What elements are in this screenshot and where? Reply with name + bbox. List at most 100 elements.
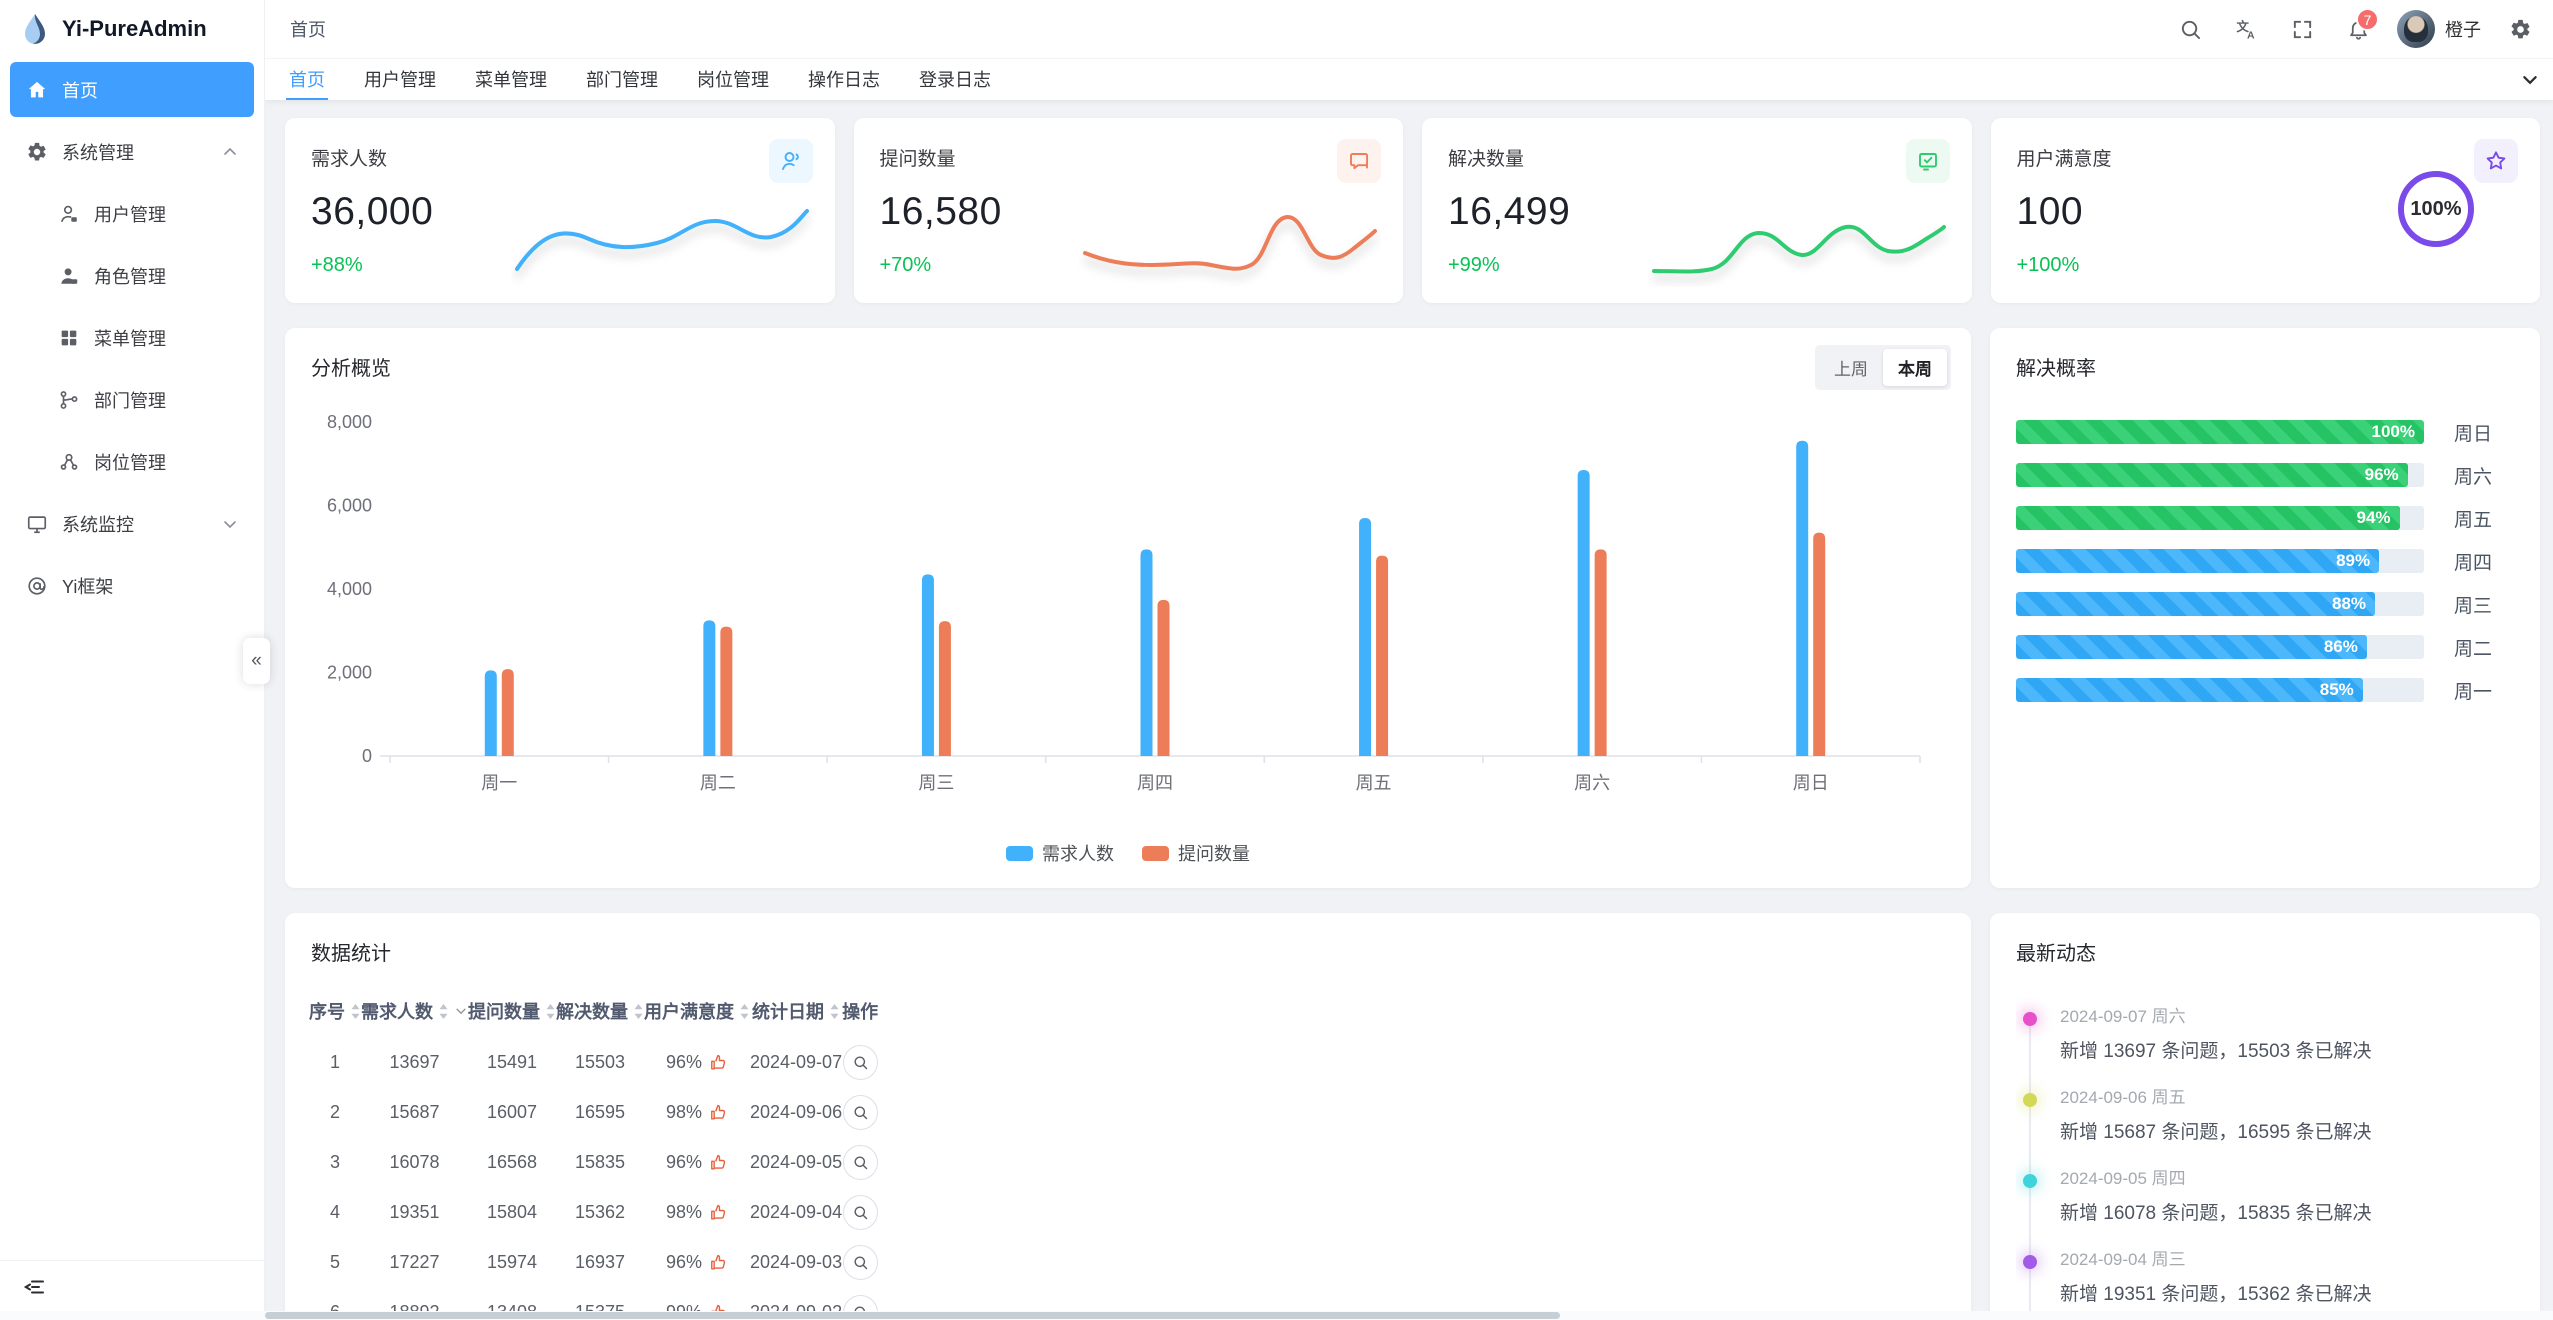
- last-week-button[interactable]: 上周: [1834, 360, 1868, 379]
- svg-text:文: 文: [2236, 18, 2249, 33]
- user-menu[interactable]: 橙子: [2391, 10, 2487, 48]
- sort-icon[interactable]: [438, 1003, 449, 1019]
- sidebar-item-role-management[interactable]: 角色管理: [10, 248, 254, 303]
- progress-row: 100% 周日: [2016, 420, 2516, 445]
- progress-fill: 85%: [2016, 678, 2363, 702]
- sidebar-item-system-management[interactable]: 系统管理: [10, 124, 254, 179]
- tab-home[interactable]: 首页: [286, 59, 328, 100]
- column-header-solved[interactable]: 解决数量: [556, 998, 644, 1024]
- stat-delta: +70%: [879, 254, 932, 276]
- home-icon: [28, 81, 46, 97]
- legend-swatch-demand: [1006, 845, 1033, 861]
- progress-day-label: 周一: [2454, 681, 2493, 703]
- view-row-button[interactable]: [842, 1194, 878, 1230]
- breadcrumb[interactable]: 首页: [290, 20, 326, 40]
- notification-button[interactable]: 7: [2335, 6, 2381, 52]
- column-header-satisfaction[interactable]: 用户满意度: [644, 998, 750, 1024]
- solve-rate-title: 解决概率: [2016, 358, 2096, 380]
- svg-text:A: A: [2246, 29, 2254, 40]
- view-row-button[interactable]: [842, 1144, 878, 1180]
- progress-row: 86% 周二: [2016, 635, 2516, 660]
- view-row-button[interactable]: [842, 1244, 878, 1280]
- progress-row: 85% 周一: [2016, 678, 2516, 703]
- svg-text:2,000: 2,000: [327, 663, 372, 683]
- column-header-date[interactable]: 统计日期: [752, 998, 840, 1024]
- sort-icon[interactable]: [350, 1003, 361, 1019]
- timeline-item: 2024-09-04 周三 新增 19351 条问题，15362 条已解决: [2016, 1240, 2518, 1320]
- magnifier-icon: [854, 1105, 867, 1119]
- chevron-up-icon: [224, 147, 236, 155]
- tab-user-management[interactable]: 用户管理: [364, 69, 436, 90]
- fullscreen-button[interactable]: [2279, 6, 2325, 52]
- sort-icon[interactable]: [829, 1003, 840, 1019]
- tabs-dropdown-button[interactable]: [2507, 59, 2553, 100]
- progress-day-label: 周日: [2454, 423, 2493, 445]
- legend-questions[interactable]: 提问数量: [1142, 840, 1250, 866]
- svg-text:周三: 周三: [918, 773, 954, 793]
- svg-text:6,000: 6,000: [327, 496, 372, 516]
- fullscreen-icon: [2293, 20, 2311, 38]
- tab-department-management[interactable]: 部门管理: [586, 69, 658, 90]
- sidebar-item-user-management[interactable]: 用户管理: [10, 186, 254, 241]
- notification-badge: 7: [2356, 8, 2379, 31]
- sidebar-item-yi-framework[interactable]: Yi框架: [10, 558, 254, 613]
- timeline-item: 2024-09-07 周六 新增 13697 条问题，15503 条已解决: [2016, 997, 2518, 1078]
- view-row-button[interactable]: [842, 1094, 878, 1130]
- timeline-date: 2024-09-07 周六: [2060, 1007, 2186, 1026]
- satisfaction-ring: 100%: [2398, 171, 2474, 247]
- sidebar-item-label: 岗位管理: [94, 452, 166, 473]
- data-table-card: 数据统计 序号 需求人数 提问数量 解决数量 用户满意度 统计日期 操作: [285, 913, 1971, 1320]
- tab-operation-log[interactable]: 操作日志: [808, 69, 880, 90]
- thumbs-up-icon: [711, 1204, 726, 1220]
- sidebar-item-system-monitor[interactable]: 系统监控: [10, 496, 254, 551]
- view-row-button[interactable]: [842, 1044, 878, 1080]
- sort-icon[interactable]: [545, 1003, 556, 1019]
- sidebar-menu: 首页 系统管理 用户管理 角色管理 菜单管理 部门管理 岗位管理: [0, 58, 264, 613]
- sidebar-collapse-button[interactable]: «: [243, 638, 270, 684]
- thumbs-up-icon: [711, 1154, 726, 1170]
- sort-icon[interactable]: [633, 1003, 644, 1019]
- tab-menu-management[interactable]: 菜单管理: [475, 69, 547, 90]
- drop-logo-icon: [25, 14, 45, 44]
- search-icon: [2181, 20, 2200, 39]
- timeline-date: 2024-09-05 周四: [2060, 1169, 2186, 1188]
- search-button[interactable]: [2167, 6, 2213, 52]
- sort-icon[interactable]: [739, 1003, 750, 1019]
- data-table-title: 数据统计: [311, 943, 391, 965]
- sidebar-item-label: 系统监控: [62, 514, 134, 535]
- column-header-no[interactable]: 序号: [309, 998, 361, 1024]
- tab-login-log[interactable]: 登录日志: [919, 69, 991, 90]
- menu-fold-icon[interactable]: [22, 1275, 46, 1299]
- app-logo[interactable]: Yi-PureAdmin: [0, 0, 264, 58]
- progress-day-label: 周二: [2454, 638, 2493, 660]
- avatar: [2397, 10, 2435, 48]
- svg-text:周二: 周二: [700, 773, 736, 793]
- sidebar-item-home[interactable]: 首页: [10, 62, 254, 117]
- column-header-questions[interactable]: 提问数量: [468, 998, 556, 1024]
- column-header-demand[interactable]: 需求人数: [361, 998, 468, 1024]
- sidebar-item-post-management[interactable]: 岗位管理: [10, 434, 254, 489]
- app-title: Yi-PureAdmin: [62, 16, 207, 41]
- sidebar-item-label: 用户管理: [94, 204, 166, 225]
- progress-day-label: 周三: [2454, 595, 2493, 617]
- settings-button[interactable]: [2497, 6, 2543, 52]
- legend-demand[interactable]: 需求人数: [1006, 840, 1114, 866]
- horizontal-scrollbar-thumb[interactable]: [265, 1312, 1560, 1319]
- tab-post-management[interactable]: 岗位管理: [697, 69, 769, 90]
- this-week-button[interactable]: 本周: [1883, 349, 1947, 386]
- timeline-text: 新增 13697 条问题，15503 条已解决: [2060, 1041, 2372, 1062]
- filter-chevron-icon[interactable]: [454, 1004, 468, 1018]
- horizontal-scrollbar: [0, 1311, 2553, 1320]
- analysis-title: 分析概览: [311, 358, 391, 380]
- timeline-dot: [2023, 1255, 2037, 1269]
- molecule-icon: [60, 453, 78, 470]
- stat-delta: +100%: [2016, 254, 2080, 276]
- timeline-text: 新增 19351 条问题，15362 条已解决: [2060, 1284, 2372, 1305]
- stat-title: 提问数量: [879, 149, 956, 170]
- magnifier-icon: [854, 1055, 867, 1069]
- sidebar-item-menu-management[interactable]: 菜单管理: [10, 310, 254, 365]
- sidebar-item-department-management[interactable]: 部门管理: [10, 372, 254, 427]
